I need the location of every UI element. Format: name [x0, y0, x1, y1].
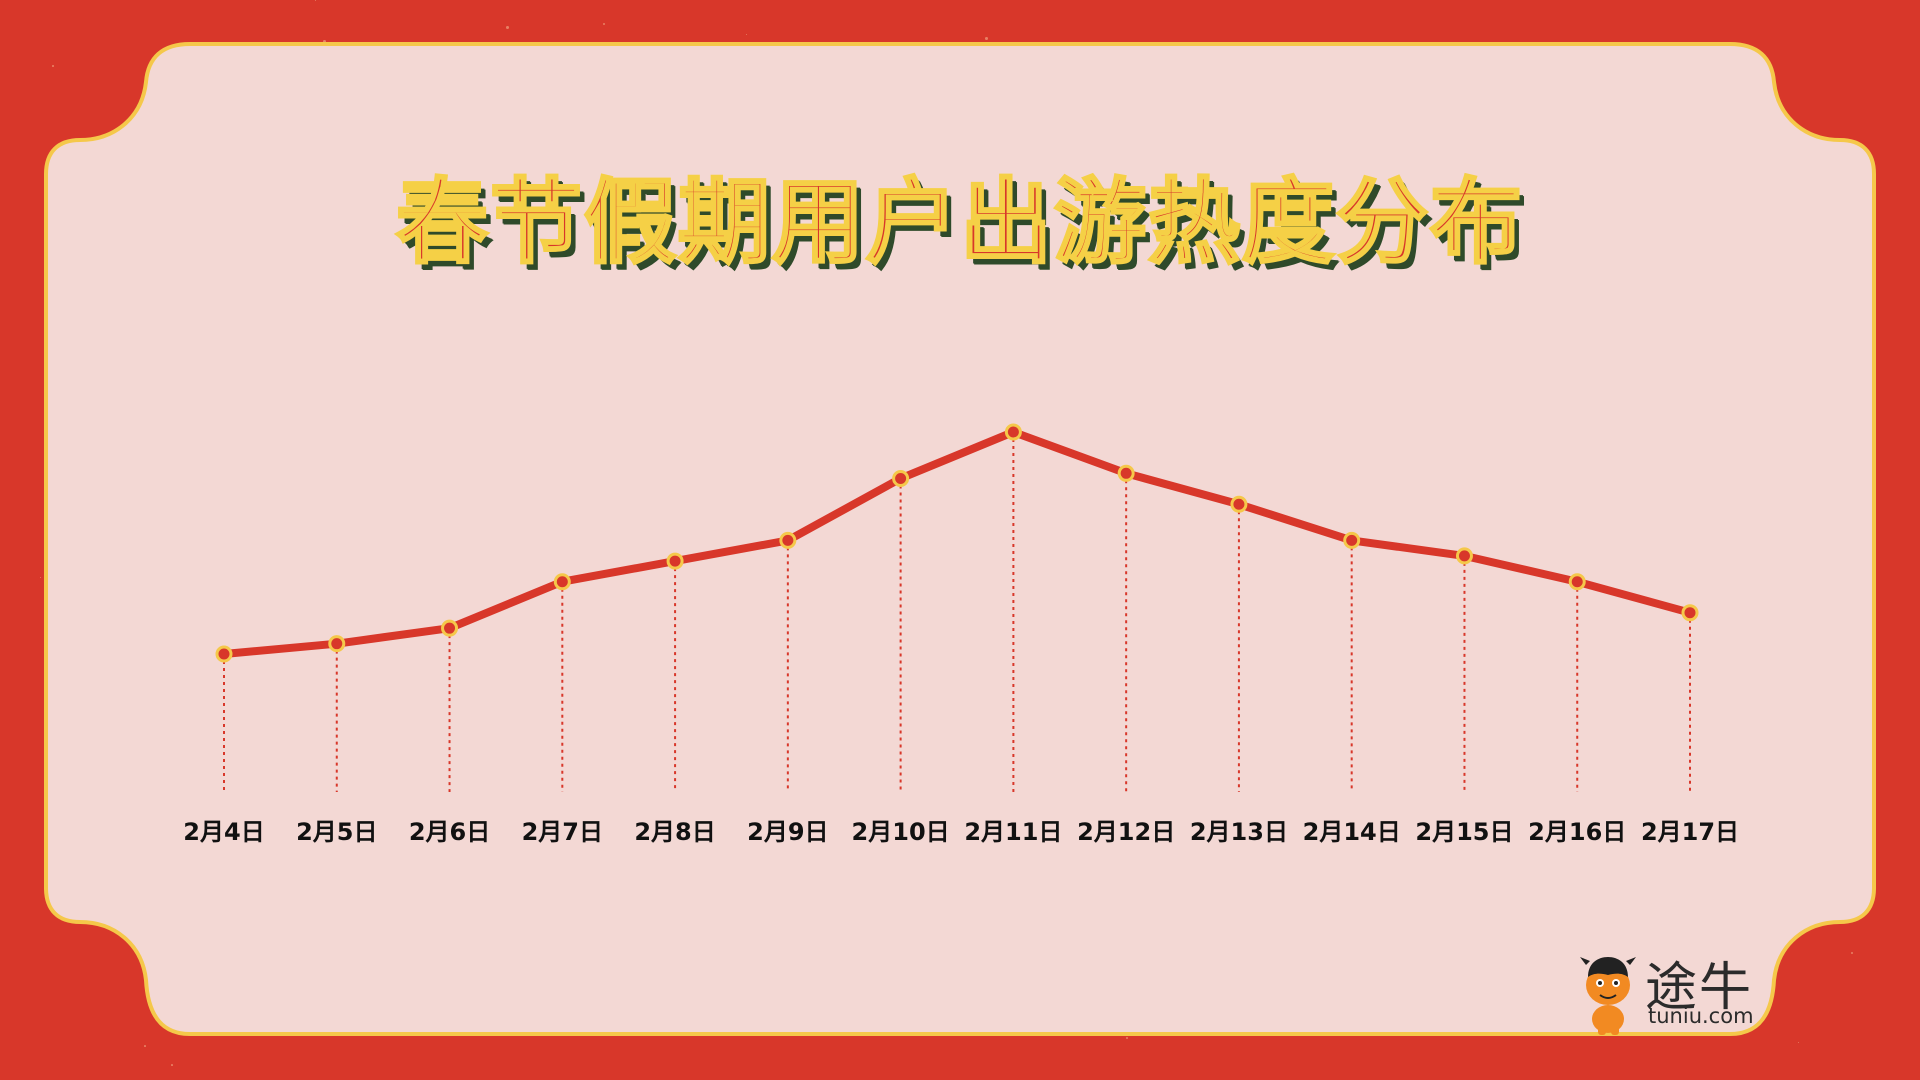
- data-point: [1681, 604, 1699, 622]
- data-point: [1568, 573, 1586, 591]
- brand-url: tuniu.com: [1648, 1004, 1754, 1028]
- chart-title: 春节假期用户出游热度分布: [394, 168, 1524, 278]
- background-speck: [323, 40, 326, 43]
- x-tick-label: 2月4日: [183, 818, 264, 846]
- cow-mascot-icon: [1580, 957, 1636, 1035]
- x-tick-label: 2月10日: [852, 818, 950, 846]
- data-point: [1004, 423, 1022, 441]
- tuniu-logo: [1580, 957, 1636, 1035]
- x-tick-label: 2月11日: [964, 818, 1062, 846]
- x-tick-label: 2月7日: [522, 818, 603, 846]
- x-tick-label: 2月13日: [1190, 818, 1288, 846]
- data-point: [215, 645, 233, 663]
- background-speck: [746, 34, 748, 36]
- background-speck: [1851, 952, 1853, 954]
- x-tick-label: 2月12日: [1077, 818, 1175, 846]
- x-tick-label: 2月6日: [409, 818, 490, 846]
- x-tick-label: 2月8日: [634, 818, 715, 846]
- data-point: [1455, 547, 1473, 565]
- background-speck: [171, 1064, 173, 1066]
- x-tick-label: 2月5日: [296, 818, 377, 846]
- data-point: [1230, 495, 1248, 513]
- data-point: [892, 469, 910, 487]
- x-tick-label: 2月17日: [1641, 818, 1739, 846]
- background-speck: [506, 26, 509, 29]
- data-point: [553, 573, 571, 591]
- data-point: [328, 635, 346, 653]
- data-point: [779, 531, 797, 549]
- data-point: [1117, 464, 1135, 482]
- x-tick-label: 2月15日: [1415, 818, 1513, 846]
- data-point: [666, 552, 684, 570]
- brand-name: 途牛: [1645, 958, 1754, 1018]
- background-speck: [52, 65, 54, 67]
- x-tick-label: 2月9日: [747, 818, 828, 846]
- background-speck: [40, 577, 42, 579]
- data-point: [441, 619, 459, 637]
- background-speck: [1798, 1042, 1800, 1044]
- x-tick-label: 2月16日: [1528, 818, 1626, 846]
- background-speck: [1126, 1037, 1129, 1040]
- background-speck: [315, 0, 317, 2]
- data-point: [1343, 531, 1361, 549]
- background-speck: [603, 23, 606, 26]
- line-chart: 2月4日 2月5日 2月6日 2月7日 2月8日 2月9日 2月10日 2月11日 2月12日 2…: [183, 423, 1739, 846]
- background-speck: [144, 1045, 146, 1047]
- panel-border: [44, 42, 1876, 1036]
- x-tick-label: 2月14日: [1303, 818, 1401, 846]
- background-speck: [985, 37, 988, 40]
- series-line: [220, 428, 1694, 658]
